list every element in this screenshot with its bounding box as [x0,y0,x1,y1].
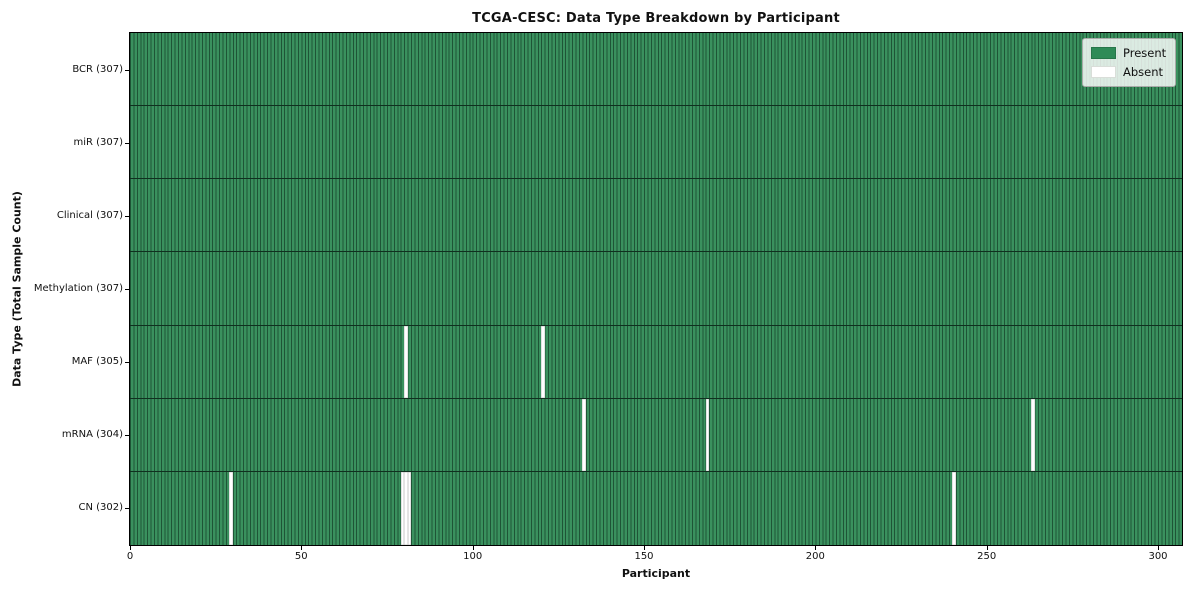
heatmap-plot [129,32,1183,546]
legend-item-absent: Absent [1091,65,1166,79]
heatmap-row-CN [130,471,1182,545]
heatmap-row-Methylation [130,252,1182,326]
absent-cell-CN-79 [400,471,405,545]
heatmap-row-BCR [130,33,1182,107]
x-tick-label-150: 150 [634,551,654,562]
legend-label-present: Present [1123,46,1167,60]
legend-label-absent: Absent [1123,65,1164,79]
x-tick-label-100: 100 [463,551,483,562]
x-tick-label-200: 200 [805,551,825,562]
absent-cell-CN-240 [952,471,956,545]
absent-cell-mRNA-168 [705,398,710,471]
absent-cell-mRNA-263 [1031,398,1035,471]
absent-cell-mRNA-132 [582,398,586,471]
x-tick-mark [1158,546,1159,550]
present-swatch [1091,47,1116,59]
x-tick-mark [986,546,988,550]
x-axis-label: Participant [621,567,691,580]
y-tick-mark [125,216,129,217]
heatmap-row-mRNA [130,398,1182,472]
x-tick-mark [130,546,131,550]
chart-title: TCGA-CESC: Data Type Breakdown by Partic… [472,11,840,26]
x-tick-label-300: 300 [1148,551,1168,562]
x-tick-mark [472,546,474,550]
y-tick-mark [125,289,129,290]
heatmap-row-MAF [130,325,1182,399]
heatmap-row-miR [130,106,1182,180]
x-tick-label-0: 0 [126,551,134,562]
absent-cell-MAF-120 [541,325,545,398]
legend: Present Absent [1082,38,1177,87]
x-tick-label-250: 250 [977,551,997,562]
y-tick-label-BCR: BCR (307) [72,64,123,75]
x-tick-mark [301,546,303,550]
absent-swatch [1091,66,1116,78]
x-tick-mark [815,546,817,550]
y-tick-mark [125,508,129,509]
y-tick-label-CN: CN (302) [78,502,123,513]
y-tick-mark [125,362,129,363]
y-tick-label-mRNA: mRNA (304) [61,429,123,440]
absent-cell-MAF-80 [404,325,408,398]
y-tick-mark [125,70,129,71]
y-tick-label-Methylation: Methylation (307) [33,283,123,294]
absent-cell-CN-29 [229,471,233,545]
y-tick-mark [125,143,129,144]
x-tick-label-50: 50 [294,551,308,562]
absent-cell-CN-81 [407,471,411,545]
x-tick-mark [644,546,645,550]
heatmap-row-Clinical [130,179,1182,253]
y-tick-label-miR: miR (307) [73,137,123,148]
y-tick-label-Clinical: Clinical (307) [56,210,123,221]
y-tick-label-MAF: MAF (305) [71,356,123,367]
y-tick-mark [125,435,129,436]
absent-cell-CN-80 [404,471,408,545]
legend-item-present: Present [1091,46,1166,60]
